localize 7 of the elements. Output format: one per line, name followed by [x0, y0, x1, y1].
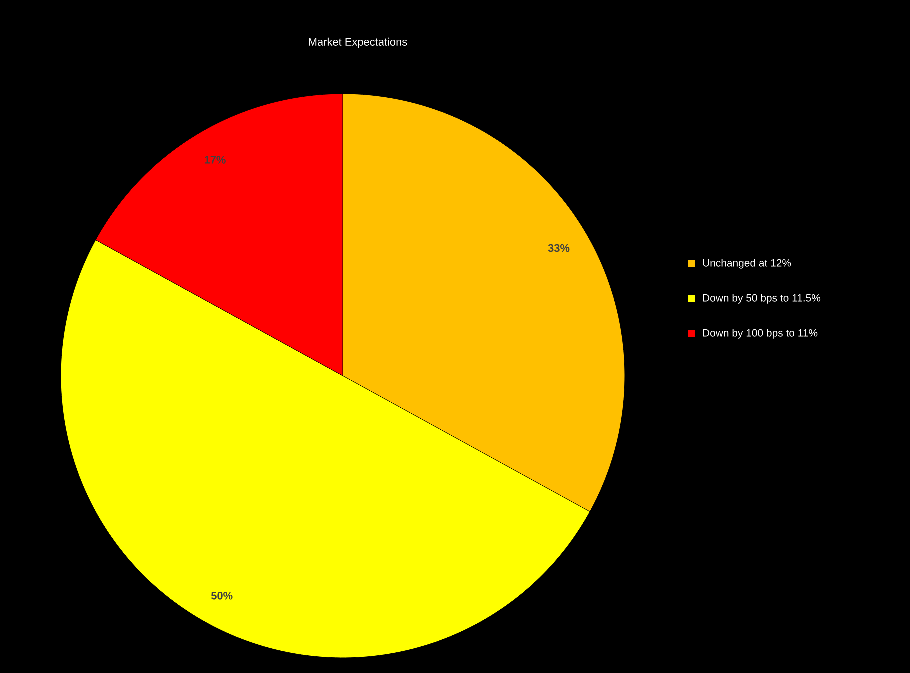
- legend-label: Unchanged at 12%: [703, 259, 792, 269]
- legend-label: Down by 100 bps to 11%: [703, 329, 818, 339]
- chart-title: Market Expectations: [309, 38, 408, 48]
- data-label: 33%: [548, 244, 570, 252]
- legend-label: Down by 50 bps to 11.5%: [703, 294, 821, 304]
- data-label: 50%: [211, 592, 233, 600]
- data-label: 17%: [204, 156, 226, 164]
